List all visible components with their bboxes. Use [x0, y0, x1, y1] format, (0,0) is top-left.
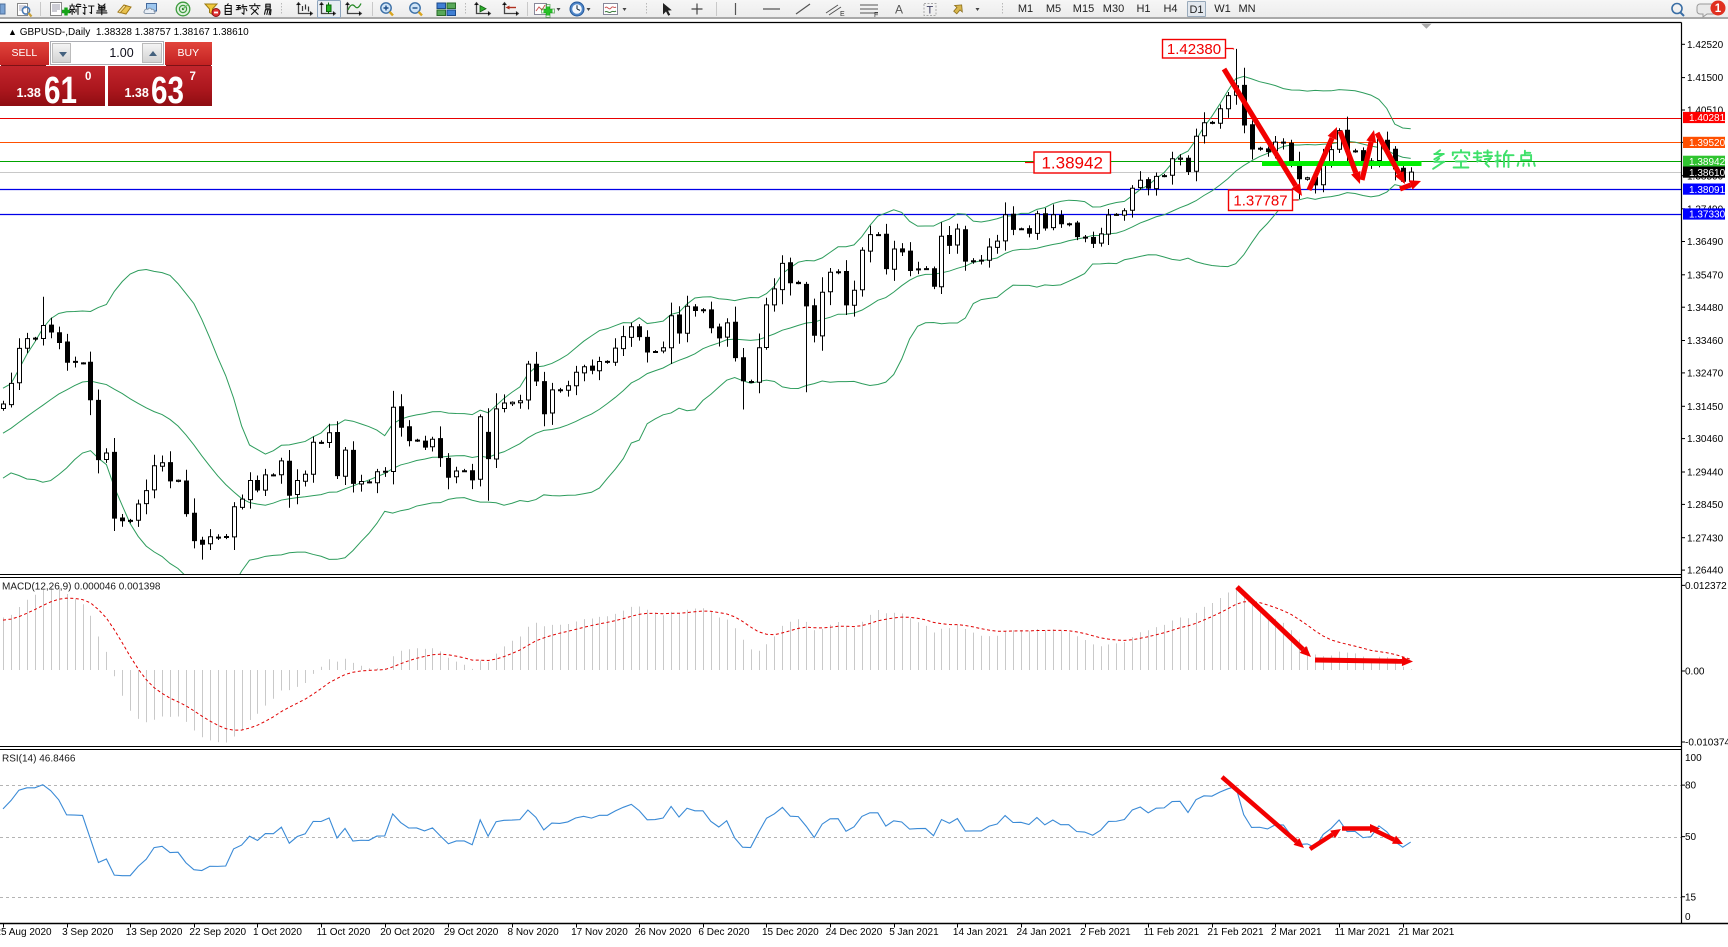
svg-text:21 Feb 2021: 21 Feb 2021 — [1207, 927, 1264, 938]
svg-text:80: 80 — [1685, 781, 1697, 792]
svg-text:24 Jan 2021: 24 Jan 2021 — [1017, 927, 1072, 938]
svg-text:1.40510: 1.40510 — [1687, 106, 1724, 117]
svg-text:A: A — [895, 3, 903, 17]
svg-text:0.00: 0.00 — [1685, 667, 1705, 678]
svg-text:1.27430: 1.27430 — [1687, 533, 1724, 544]
svg-text:25 Aug 2020: 25 Aug 2020 — [0, 927, 52, 938]
svg-text:-0.010374: -0.010374 — [1685, 738, 1728, 749]
svg-text:6 Dec 2020: 6 Dec 2020 — [698, 927, 750, 938]
svg-text:21 Mar 2021: 21 Mar 2021 — [1398, 927, 1455, 938]
svg-text:15: 15 — [1685, 892, 1697, 903]
svg-text:1.37330: 1.37330 — [1689, 210, 1726, 221]
svg-text:22 Sep 2020: 22 Sep 2020 — [189, 927, 246, 938]
svg-text:E: E — [840, 11, 845, 18]
svg-text:1.35470: 1.35470 — [1687, 270, 1724, 281]
svg-text:17 Nov 2020: 17 Nov 2020 — [571, 927, 628, 938]
svg-text:F: F — [874, 12, 878, 18]
svg-text:50: 50 — [1685, 832, 1697, 843]
svg-text:1.40281: 1.40281 — [1689, 113, 1726, 124]
svg-text:8 Nov 2020: 8 Nov 2020 — [508, 927, 560, 938]
svg-text:1.38610: 1.38610 — [1689, 168, 1726, 179]
svg-text:1.36490: 1.36490 — [1687, 237, 1724, 248]
svg-text:2 Mar 2021: 2 Mar 2021 — [1271, 927, 1322, 938]
svg-text:1.26440: 1.26440 — [1687, 566, 1724, 577]
svg-text:13 Sep 2020: 13 Sep 2020 — [126, 927, 183, 938]
svg-text:1.28450: 1.28450 — [1687, 500, 1724, 511]
svg-text:1.29440: 1.29440 — [1687, 468, 1724, 479]
svg-text:RSI(14) 46.8466: RSI(14) 46.8466 — [2, 754, 76, 765]
svg-text:29 Oct 2020: 29 Oct 2020 — [444, 927, 499, 938]
svg-text:20 Oct 2020: 20 Oct 2020 — [380, 927, 435, 938]
svg-text:14 Jan 2021: 14 Jan 2021 — [953, 927, 1008, 938]
svg-text:1.39520: 1.39520 — [1689, 138, 1726, 149]
svg-text:100: 100 — [1685, 753, 1702, 764]
svg-text:26 Nov 2020: 26 Nov 2020 — [635, 927, 692, 938]
svg-text:MACD(12,26,9) 0.000046 0.00139: MACD(12,26,9) 0.000046 0.001398 — [2, 582, 161, 593]
svg-text:1 Oct 2020: 1 Oct 2020 — [253, 927, 302, 938]
svg-text:11 Oct 2020: 11 Oct 2020 — [317, 927, 371, 938]
svg-text:15 Dec 2020: 15 Dec 2020 — [762, 927, 819, 938]
svg-text:24 Dec 2020: 24 Dec 2020 — [826, 927, 883, 938]
svg-text:1.42380: 1.42380 — [1167, 41, 1221, 58]
svg-text:1: 1 — [1715, 3, 1722, 15]
svg-text:5 Jan 2021: 5 Jan 2021 — [889, 927, 939, 938]
svg-text:1.38942: 1.38942 — [1041, 154, 1102, 173]
svg-text:0: 0 — [1685, 912, 1691, 923]
svg-text:T: T — [927, 5, 934, 17]
svg-text:1.41500: 1.41500 — [1687, 73, 1724, 84]
svg-text:1.38942: 1.38942 — [1689, 157, 1726, 168]
svg-text:1.38091: 1.38091 — [1689, 185, 1726, 196]
svg-text:1.30460: 1.30460 — [1687, 434, 1724, 445]
svg-text:1.33460: 1.33460 — [1687, 336, 1724, 347]
svg-text:11 Mar 2021: 11 Mar 2021 — [1335, 927, 1391, 938]
svg-text:1.34480: 1.34480 — [1687, 303, 1724, 314]
svg-text:11 Feb 2021: 11 Feb 2021 — [1144, 927, 1200, 938]
svg-text:2 Feb 2021: 2 Feb 2021 — [1080, 927, 1131, 938]
svg-text:1.32470: 1.32470 — [1687, 369, 1724, 380]
svg-text:1.37787: 1.37787 — [1233, 193, 1287, 210]
svg-text:0.012372: 0.012372 — [1685, 581, 1727, 592]
svg-text:1.42520: 1.42520 — [1687, 40, 1724, 51]
svg-text:3 Sep 2020: 3 Sep 2020 — [62, 927, 114, 938]
svg-text:1.31450: 1.31450 — [1687, 402, 1724, 413]
